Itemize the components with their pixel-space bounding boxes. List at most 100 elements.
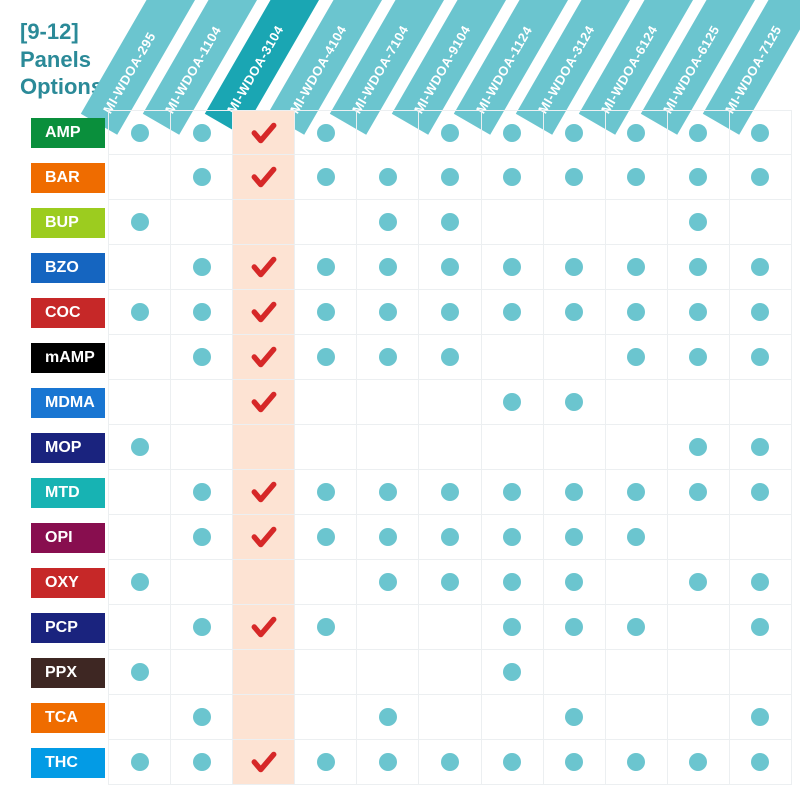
cell xyxy=(730,245,792,290)
row-label-wrap: PPX xyxy=(0,650,108,695)
dot-icon xyxy=(627,528,645,546)
cell xyxy=(108,245,171,290)
dot-icon xyxy=(441,213,459,231)
table-row: THC xyxy=(0,740,792,785)
cell xyxy=(108,560,171,605)
dot-icon xyxy=(503,483,521,501)
cell xyxy=(419,695,481,740)
cell xyxy=(482,740,544,785)
dot-icon xyxy=(441,124,459,142)
dot-icon xyxy=(379,573,397,591)
dot-icon xyxy=(317,124,335,142)
dot-icon xyxy=(751,438,769,456)
cell xyxy=(233,200,295,245)
check-icon xyxy=(251,344,277,370)
cell xyxy=(357,245,419,290)
cell xyxy=(357,470,419,515)
column-header: MI-WDOA-3124 xyxy=(519,0,629,110)
dot-icon xyxy=(503,573,521,591)
check-icon xyxy=(251,749,277,775)
cell xyxy=(544,245,606,290)
dot-icon xyxy=(441,483,459,501)
dot-icon xyxy=(193,528,211,546)
row-label-wrap: mAMP xyxy=(0,335,108,380)
column-header: MI-WDOA-4104 xyxy=(271,0,381,110)
row-label-wrap: THC xyxy=(0,740,108,785)
dot-icon xyxy=(751,573,769,591)
cell xyxy=(357,740,419,785)
cell xyxy=(668,200,730,245)
dot-icon xyxy=(193,708,211,726)
table-row: mAMP xyxy=(0,335,792,380)
row-label: TCA xyxy=(31,703,105,733)
row-label-wrap: OPI xyxy=(0,515,108,560)
dot-icon xyxy=(441,528,459,546)
cell xyxy=(108,740,171,785)
cell xyxy=(419,290,481,335)
column-headers: MI-WDOA-295MI-WDOA-1104MI-WDOA-3104MI-WD… xyxy=(108,0,800,110)
dot-icon xyxy=(627,258,645,276)
row-label: COC xyxy=(31,298,105,328)
panel-options-chart: [9-12] Panels Options MI-WDOA-295MI-WDOA… xyxy=(0,0,800,799)
cell xyxy=(606,560,668,605)
dot-icon xyxy=(751,348,769,366)
cell xyxy=(544,155,606,200)
row-label-wrap: BUP xyxy=(0,200,108,245)
dot-icon xyxy=(565,528,583,546)
cell xyxy=(171,470,233,515)
cell xyxy=(730,155,792,200)
cell xyxy=(419,740,481,785)
cell xyxy=(544,740,606,785)
cell xyxy=(730,290,792,335)
dot-icon xyxy=(751,618,769,636)
cell xyxy=(419,335,481,380)
cell xyxy=(730,605,792,650)
check-icon xyxy=(251,524,277,550)
row-cells xyxy=(108,155,792,200)
row-label: BAR xyxy=(31,163,105,193)
dot-icon xyxy=(441,168,459,186)
dot-icon xyxy=(565,303,583,321)
dot-icon xyxy=(689,438,707,456)
row-label-wrap: PCP xyxy=(0,605,108,650)
dot-icon xyxy=(317,303,335,321)
row-cells xyxy=(108,605,792,650)
cell xyxy=(233,560,295,605)
dot-icon xyxy=(193,753,211,771)
dot-icon xyxy=(565,393,583,411)
dot-icon xyxy=(379,528,397,546)
row-cells xyxy=(108,695,792,740)
check-icon xyxy=(251,299,277,325)
dot-icon xyxy=(565,168,583,186)
dot-icon xyxy=(627,303,645,321)
row-cells xyxy=(108,110,792,155)
cell xyxy=(606,245,668,290)
table-row: BAR xyxy=(0,155,792,200)
cell xyxy=(668,110,730,155)
chart-title: [9-12] Panels Options xyxy=(20,18,103,101)
cell xyxy=(606,110,668,155)
cell xyxy=(233,380,295,425)
dot-icon xyxy=(441,348,459,366)
cell xyxy=(544,200,606,245)
cell xyxy=(668,560,730,605)
dot-icon xyxy=(565,483,583,501)
column-header: MI-WDOA-6125 xyxy=(644,0,754,110)
row-cells xyxy=(108,650,792,695)
cell xyxy=(606,290,668,335)
dot-icon xyxy=(131,663,149,681)
dot-icon xyxy=(503,303,521,321)
row-label: PPX xyxy=(31,658,105,688)
dot-icon xyxy=(379,258,397,276)
cell xyxy=(171,650,233,695)
cell xyxy=(482,290,544,335)
cell xyxy=(295,695,357,740)
cell xyxy=(295,425,357,470)
table-row: MOP xyxy=(0,425,792,470)
cell xyxy=(544,650,606,695)
cell xyxy=(108,335,171,380)
cell xyxy=(419,245,481,290)
cell xyxy=(730,650,792,695)
dot-icon xyxy=(627,168,645,186)
dot-icon xyxy=(317,348,335,366)
